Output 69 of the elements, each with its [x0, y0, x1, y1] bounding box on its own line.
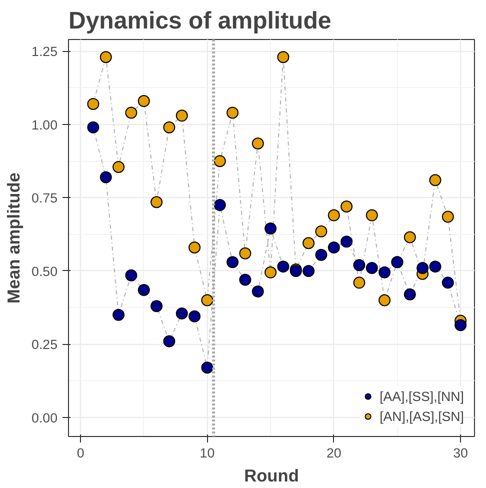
point	[112, 160, 125, 173]
point	[315, 225, 328, 238]
point	[302, 264, 315, 277]
point	[163, 335, 176, 348]
x-tick-label: 10	[200, 446, 215, 460]
point	[429, 260, 442, 273]
point	[328, 242, 340, 254]
point	[252, 285, 264, 298]
point	[226, 256, 239, 268]
point	[176, 307, 188, 320]
point	[163, 121, 176, 134]
point	[454, 319, 467, 332]
y-tick-label: 0.50	[32, 264, 58, 279]
point	[353, 276, 366, 289]
point	[239, 274, 252, 286]
y-tick-label: 1.00	[32, 117, 58, 132]
point	[252, 138, 264, 150]
point	[404, 288, 416, 300]
point	[277, 260, 290, 273]
point	[378, 266, 391, 278]
y-tick-label: 0.00	[32, 410, 58, 426]
x-axis-title: Round	[244, 466, 299, 486]
point	[429, 174, 442, 186]
point	[404, 231, 416, 244]
point	[366, 262, 378, 274]
point	[264, 222, 277, 234]
point	[340, 200, 353, 212]
point	[112, 308, 125, 321]
point	[87, 121, 100, 134]
point	[138, 284, 150, 296]
chart-title: Dynamics of amplitude	[68, 8, 332, 34]
point	[226, 106, 239, 119]
point	[214, 155, 226, 168]
point	[264, 266, 277, 278]
point	[239, 247, 252, 260]
x-tick-label: 30	[453, 446, 468, 460]
point	[150, 196, 163, 208]
point	[378, 294, 391, 306]
y-tick-label: 0.75	[32, 190, 58, 206]
point	[366, 209, 378, 222]
point	[100, 51, 112, 64]
point	[87, 98, 100, 110]
point	[188, 310, 201, 322]
point	[442, 276, 454, 289]
point	[214, 199, 226, 212]
point	[340, 236, 353, 248]
x-tick-label: 0	[76, 446, 84, 460]
y-axis-title: Mean amplitude	[4, 172, 24, 304]
point	[138, 95, 150, 108]
point	[188, 242, 201, 254]
point	[150, 300, 163, 312]
point	[201, 362, 214, 374]
legend-label: [AN],[AS],[SN]	[380, 408, 464, 424]
point	[315, 248, 328, 261]
point	[125, 106, 138, 119]
point	[442, 210, 454, 223]
point	[416, 262, 429, 274]
point	[328, 209, 340, 222]
point	[201, 294, 214, 306]
y-tick-label: 0.25	[32, 337, 58, 352]
point	[176, 110, 188, 122]
point	[302, 237, 315, 250]
point	[353, 259, 366, 272]
x-tick-label: 20	[326, 446, 342, 460]
point	[100, 171, 112, 184]
point	[277, 51, 290, 64]
point	[125, 269, 138, 282]
legend-label: [AA],[SS],[NN]	[380, 388, 464, 404]
y-tick-label: 1.25	[32, 44, 58, 60]
